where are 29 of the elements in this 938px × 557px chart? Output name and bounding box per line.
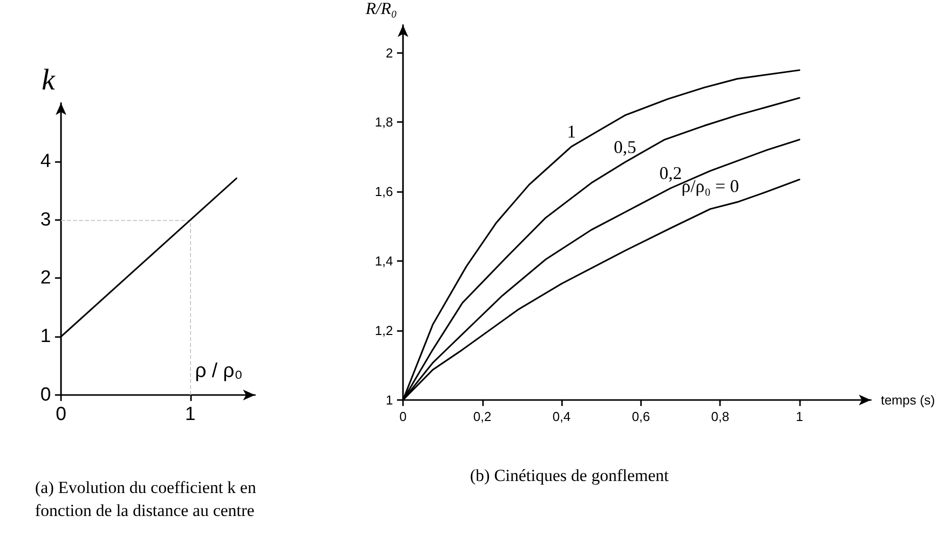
x-tick-label: 0 — [399, 409, 407, 424]
y-axis-title: k — [42, 64, 56, 96]
text: (a) Evolution du coefficient k en fonction de la distance au centre — [35, 478, 260, 520]
x-tick-label: 0,4 — [552, 409, 571, 424]
y-tick-label: 4 — [40, 150, 52, 172]
x-tick-label: 0,6 — [632, 409, 650, 424]
y-tick-label: 2 — [386, 45, 393, 60]
y-tick-label: 2 — [40, 268, 51, 289]
text: (b) Cinétiques de gonflement — [470, 466, 670, 485]
series-label: 1 — [567, 122, 576, 142]
y-tick-label: 1,6 — [374, 184, 393, 200]
y-tick-label: 1,4 — [374, 254, 393, 269]
y-tick-label: 3 — [40, 209, 51, 230]
y-tick-label: 1,2 — [374, 323, 393, 338]
y-tick-label: 1 — [40, 326, 51, 348]
series-label: 0,2 — [659, 163, 682, 184]
x-axis-title: temps (s) — [880, 392, 935, 408]
series-label: ρ/ρ₀ = 0 — [682, 176, 739, 196]
y-axis-title: R/R₀ — [364, 0, 398, 18]
x-tick-label: 1 — [796, 409, 804, 424]
x-tick-label: 1 — [185, 404, 196, 425]
y-tick-label: 0 — [40, 384, 51, 406]
x-axis-title: ρ / ρ₀ — [195, 360, 243, 382]
y-tick-label: 1 — [386, 392, 393, 408]
x-tick-label: 0,8 — [711, 409, 730, 424]
x-tick-label: 0 — [56, 404, 66, 425]
x-tick-label: 0,2 — [473, 409, 492, 424]
series-label: 0,5 — [614, 137, 636, 158]
y-tick-label: 1,8 — [374, 114, 393, 130]
